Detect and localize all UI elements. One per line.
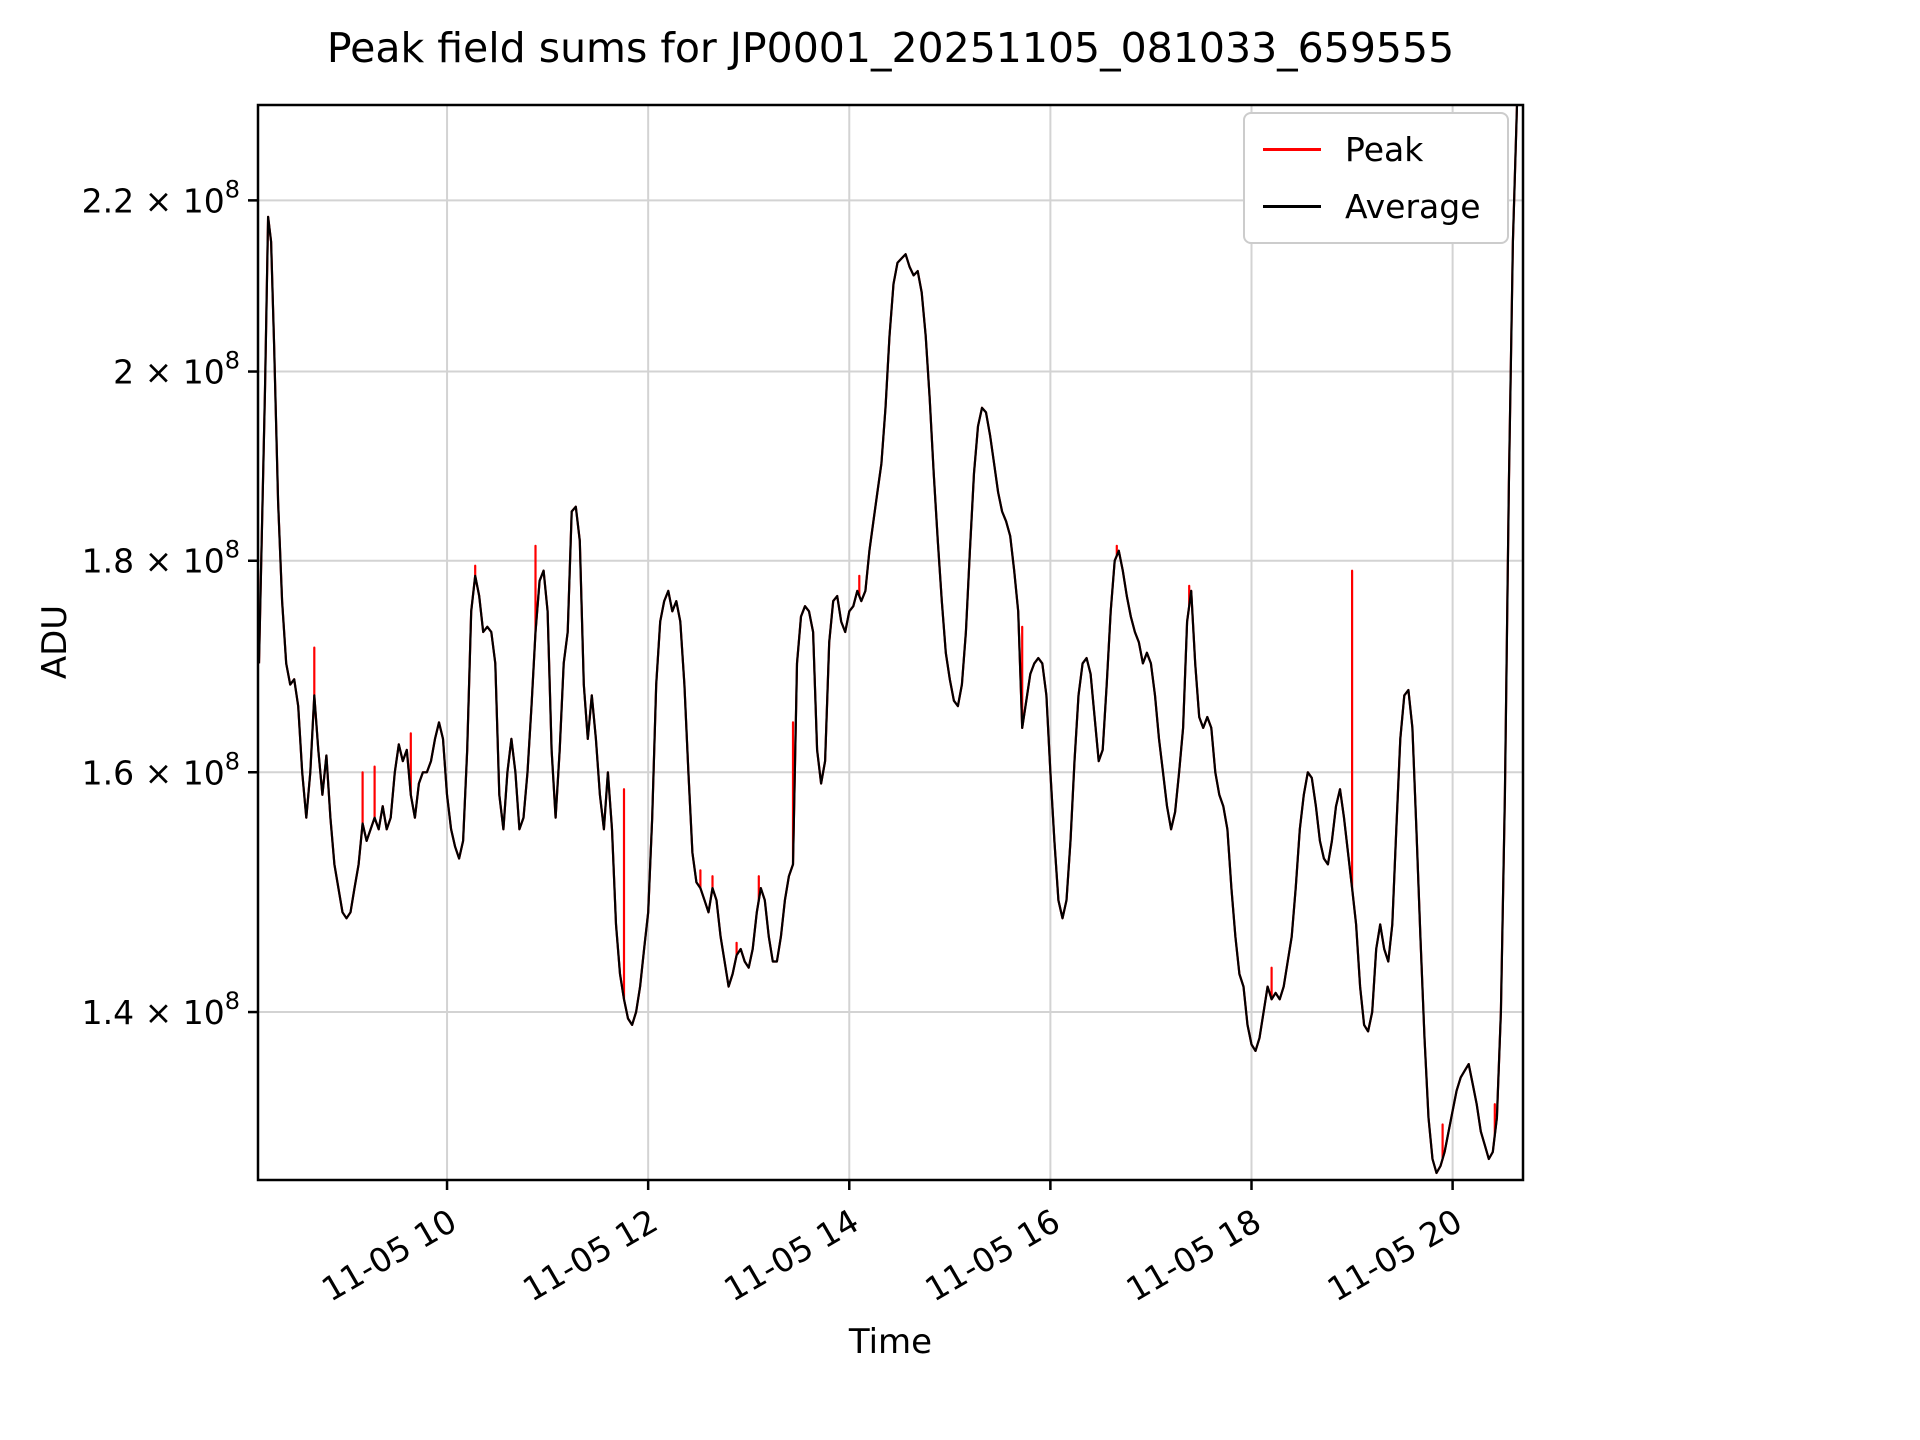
average-series-line [258, 105, 1519, 1175]
svg-text:11-05 12: 11-05 12 [516, 1201, 664, 1309]
svg-text:1.6 × 108: 1.6 × 108 [82, 747, 240, 792]
chart-title: Peak field sums for JP0001_20251105_0810… [326, 24, 1455, 72]
svg-text:11-05 20: 11-05 20 [1321, 1201, 1469, 1309]
x-axis-label: Time [848, 1322, 933, 1362]
svg-text:11-05 16: 11-05 16 [918, 1201, 1066, 1309]
peak-line-swatch [1263, 148, 1321, 151]
legend-label-peak: Peak [1345, 130, 1424, 169]
svg-text:11-05 18: 11-05 18 [1120, 1201, 1268, 1309]
legend-item-peak: Peak [1263, 130, 1481, 169]
x-tick-labels: 11-05 10 11-05 12 11-05 14 11-05 16 11-05 18… [315, 1180, 1469, 1309]
legend-label-average: Average [1345, 187, 1481, 226]
svg-text:2.2 × 108: 2.2 × 108 [82, 175, 240, 220]
grid-lines [258, 105, 1523, 1180]
legend-item-average: Average [1263, 187, 1481, 226]
y-tick-labels: 1.4 × 108 1.6 × 108 1.8 × 108 2 × 108 2.2 × … [82, 175, 258, 1032]
svg-text:11-05 10: 11-05 10 [315, 1201, 463, 1309]
svg-text:1.8 × 108: 1.8 × 108 [82, 536, 240, 581]
legend: Peak Average [1243, 112, 1509, 244]
average-line-swatch [1263, 205, 1321, 208]
y-axis-label: ADU [35, 604, 75, 680]
plot-frame [256, 103, 1525, 1182]
svg-text:2 × 108: 2 × 108 [113, 347, 240, 392]
svg-text:1.4 × 108: 1.4 × 108 [82, 987, 240, 1032]
svg-text:11-05 14: 11-05 14 [717, 1201, 865, 1309]
